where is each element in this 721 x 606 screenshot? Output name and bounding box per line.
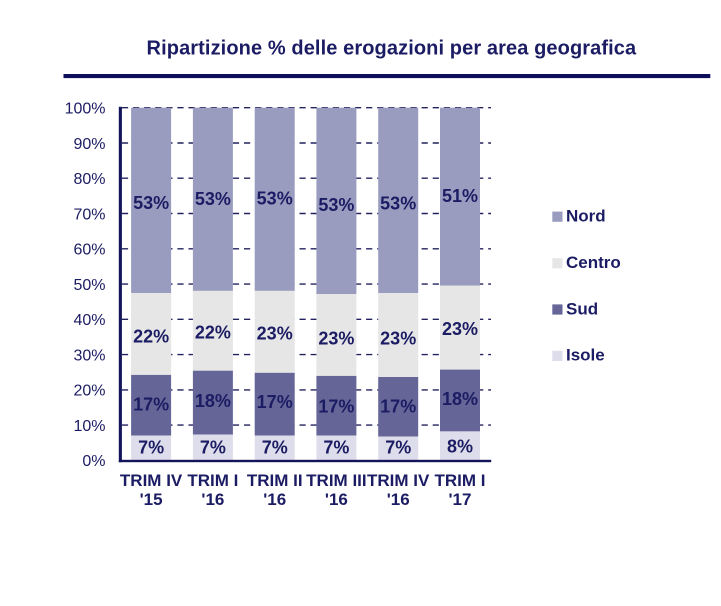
- svg-text:'15: '15: [140, 490, 163, 509]
- svg-text:80%: 80%: [73, 171, 105, 188]
- svg-text:8%: 8%: [447, 437, 473, 457]
- svg-text:TRIM IV: TRIM IV: [120, 471, 183, 490]
- svg-text:23%: 23%: [257, 323, 293, 343]
- svg-text:7%: 7%: [385, 438, 411, 458]
- svg-text:'16: '16: [325, 490, 348, 509]
- svg-text:23%: 23%: [442, 319, 478, 339]
- svg-text:'16: '16: [263, 490, 286, 509]
- svg-text:Ripartizione % delle erogazion: Ripartizione % delle erogazioni per area…: [147, 37, 637, 59]
- svg-text:Centro: Centro: [566, 253, 621, 272]
- svg-text:70%: 70%: [73, 206, 105, 223]
- svg-text:18%: 18%: [195, 391, 231, 411]
- svg-text:17%: 17%: [257, 392, 293, 412]
- svg-text:18%: 18%: [442, 389, 478, 409]
- svg-text:17%: 17%: [133, 394, 169, 414]
- svg-text:TRIM IV: TRIM IV: [367, 471, 430, 490]
- svg-text:7%: 7%: [262, 438, 288, 458]
- svg-text:TRIM I: TRIM I: [187, 471, 238, 490]
- svg-text:17%: 17%: [380, 396, 416, 416]
- svg-text:23%: 23%: [318, 329, 354, 349]
- svg-text:TRIM I: TRIM I: [435, 471, 486, 490]
- svg-text:17%: 17%: [318, 396, 354, 416]
- svg-text:10%: 10%: [73, 418, 105, 435]
- svg-text:50%: 50%: [73, 277, 105, 294]
- svg-text:90%: 90%: [73, 136, 105, 153]
- svg-text:53%: 53%: [257, 188, 293, 208]
- svg-text:40%: 40%: [73, 312, 105, 329]
- svg-text:TRIM III: TRIM III: [306, 471, 366, 490]
- svg-text:7%: 7%: [138, 438, 164, 458]
- svg-text:22%: 22%: [195, 322, 231, 342]
- svg-text:TRIM II: TRIM II: [247, 471, 303, 490]
- svg-text:51%: 51%: [442, 186, 478, 206]
- svg-text:53%: 53%: [318, 195, 354, 215]
- svg-text:Isole: Isole: [566, 346, 605, 365]
- svg-text:20%: 20%: [73, 383, 105, 400]
- svg-text:23%: 23%: [380, 329, 416, 349]
- svg-text:7%: 7%: [200, 438, 226, 458]
- svg-text:100%: 100%: [65, 101, 106, 118]
- svg-text:53%: 53%: [195, 189, 231, 209]
- svg-text:60%: 60%: [73, 242, 105, 259]
- svg-text:'17: '17: [449, 490, 472, 509]
- svg-text:30%: 30%: [73, 347, 105, 364]
- svg-text:'16: '16: [201, 490, 224, 509]
- svg-text:53%: 53%: [380, 194, 416, 214]
- svg-text:Nord: Nord: [566, 207, 606, 226]
- svg-text:Sud: Sud: [566, 299, 598, 318]
- svg-text:0%: 0%: [82, 453, 105, 470]
- svg-text:53%: 53%: [133, 193, 169, 213]
- svg-text:22%: 22%: [133, 327, 169, 347]
- svg-text:7%: 7%: [323, 438, 349, 458]
- svg-text:'16: '16: [387, 490, 410, 509]
